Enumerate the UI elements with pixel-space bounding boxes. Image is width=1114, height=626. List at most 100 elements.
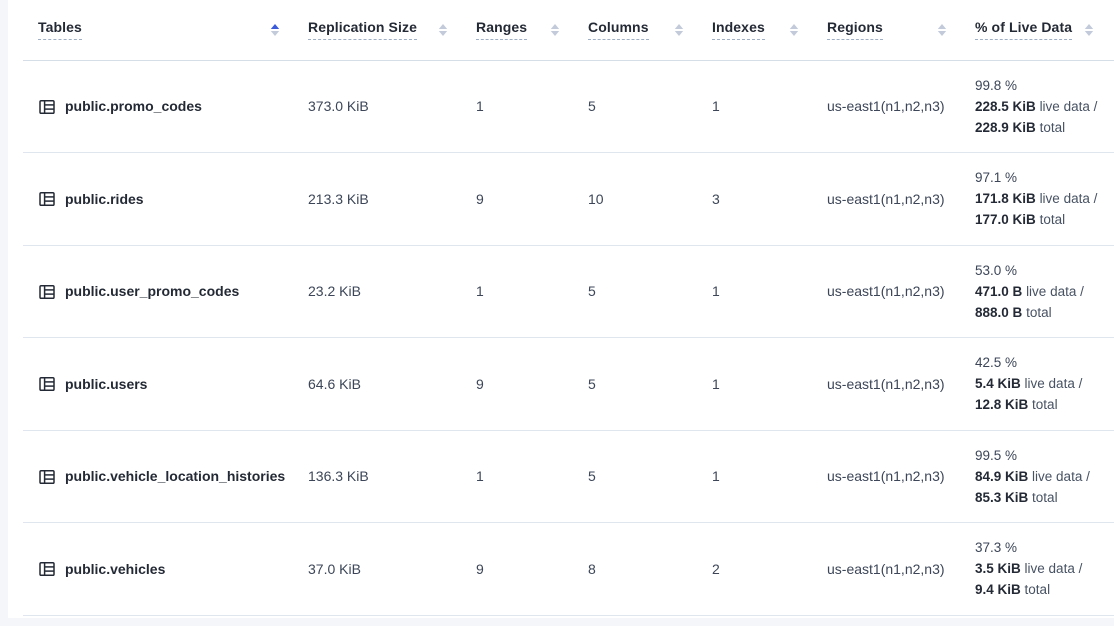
table-name-link[interactable]: public.user_promo_codes: [65, 283, 240, 300]
live-data-cell: 42.5 % 5.4 KiB live data / 12.8 KiB tota…: [967, 337, 1114, 431]
table-name-link[interactable]: public.vehicles: [65, 560, 166, 577]
ranges-cell: 1: [468, 430, 580, 523]
regions-cell: us-east1(n1,n2,n3): [819, 430, 967, 523]
column-header-label[interactable]: Columns: [588, 19, 649, 41]
column-header-columns[interactable]: Columns: [580, 0, 704, 61]
columns-cell: 10: [580, 152, 704, 246]
indexes-cell: 2: [704, 522, 819, 616]
columns-cell: 5: [580, 337, 704, 431]
live-data-cell: 53.0 % 471.0 B live data / 888.0 B total: [967, 245, 1114, 338]
table-name-link[interactable]: public.users: [65, 375, 148, 392]
live-size-line: 471.0 B live data /: [975, 283, 1084, 299]
live-percent: 37.3 %: [975, 540, 1018, 556]
indexes-cell: 1: [704, 430, 819, 523]
column-header-ranges[interactable]: Ranges: [468, 0, 580, 61]
total-size-line: 12.8 KiB total: [975, 397, 1058, 413]
column-header-label[interactable]: Regions: [827, 19, 883, 41]
column-header-label[interactable]: % of Live Data: [975, 19, 1073, 41]
live-data-cell: 99.8 % 228.5 KiB live data / 228.9 KiB t…: [967, 60, 1114, 153]
live-size-line: 84.9 KiB live data /: [975, 468, 1090, 484]
total-size-line: 177.0 KiB total: [975, 212, 1066, 228]
total-size-line: 9.4 KiB total: [975, 582, 1051, 598]
table-name-link[interactable]: public.rides: [65, 190, 144, 207]
columns-cell: 5: [580, 245, 704, 338]
ranges-cell: 9: [468, 152, 580, 246]
table-row[interactable]: public.user_promo_codes 23.2 KiB 1 5 1 u…: [23, 245, 1114, 338]
table-icon: [38, 560, 56, 578]
table-header-row: Tables Replication Size: [23, 0, 1114, 61]
table-name-cell: public.vehicles: [23, 522, 300, 616]
columns-cell: 8: [580, 522, 704, 616]
table-row[interactable]: public.users 64.6 KiB 9 5 1 us-east1(n1,…: [23, 337, 1114, 431]
live-size-line: 228.5 KiB live data /: [975, 98, 1098, 114]
sort-icon[interactable]: [937, 23, 947, 37]
indexes-cell: 1: [704, 245, 819, 338]
table-icon: [38, 283, 56, 301]
sort-icon[interactable]: [550, 23, 560, 37]
column-header-label[interactable]: Indexes: [712, 19, 765, 41]
ranges-cell: 9: [468, 522, 580, 616]
total-size-line: 888.0 B total: [975, 304, 1052, 320]
live-percent: 42.5 %: [975, 355, 1018, 371]
live-size-line: 171.8 KiB live data /: [975, 191, 1098, 207]
column-header-replication-size[interactable]: Replication Size: [300, 0, 468, 61]
column-header-label[interactable]: Tables: [38, 19, 82, 41]
column-header-live-data[interactable]: % of Live Data: [967, 0, 1114, 61]
tables-panel: Tables Replication Size: [8, 0, 1114, 618]
indexes-cell: 3: [704, 152, 819, 246]
column-header-label[interactable]: Ranges: [476, 19, 528, 41]
column-header-regions[interactable]: Regions: [819, 0, 967, 61]
indexes-cell: 1: [704, 337, 819, 431]
regions-cell: us-east1(n1,n2,n3): [819, 152, 967, 246]
table-name-cell: public.rides: [23, 152, 300, 246]
table-row[interactable]: public.vehicles 37.0 KiB 9 8 2 us-east1(…: [23, 522, 1114, 616]
replication-size-cell: 373.0 KiB: [300, 60, 468, 153]
column-header-tables[interactable]: Tables: [23, 0, 300, 61]
sort-icon[interactable]: [1084, 23, 1094, 37]
column-header-indexes[interactable]: Indexes: [704, 0, 819, 61]
sort-icon-ascending[interactable]: [270, 23, 280, 37]
sort-icon[interactable]: [789, 23, 799, 37]
indexes-cell: 1: [704, 60, 819, 153]
live-percent: 53.0 %: [975, 262, 1018, 278]
table-row[interactable]: public.rides 213.3 KiB 9 10 3 us-east1(n…: [23, 152, 1114, 246]
replication-size-cell: 37.0 KiB: [300, 522, 468, 616]
regions-cell: us-east1(n1,n2,n3): [819, 60, 967, 153]
table-icon: [38, 98, 56, 116]
table-name-link[interactable]: public.vehicle_location_histories: [65, 468, 286, 485]
table-row[interactable]: public.vehicle_location_histories 136.3 …: [23, 430, 1114, 523]
live-data-cell: 99.5 % 84.9 KiB live data / 85.3 KiB tot…: [967, 430, 1114, 523]
replication-size-cell: 64.6 KiB: [300, 337, 468, 431]
table-icon: [38, 468, 56, 486]
table-name-cell: public.promo_codes: [23, 60, 300, 153]
live-size-line: 5.4 KiB live data /: [975, 376, 1083, 392]
replication-size-cell: 213.3 KiB: [300, 152, 468, 246]
database-tables-table: Tables Replication Size: [23, 0, 1114, 616]
live-percent: 99.8 %: [975, 77, 1018, 93]
columns-cell: 5: [580, 60, 704, 153]
regions-cell: us-east1(n1,n2,n3): [819, 337, 967, 431]
table-name-cell: public.user_promo_codes: [23, 245, 300, 338]
table-icon: [38, 190, 56, 208]
ranges-cell: 1: [468, 245, 580, 338]
live-percent: 99.5 %: [975, 447, 1018, 463]
table-name-cell: public.users: [23, 337, 300, 431]
total-size-line: 228.9 KiB total: [975, 119, 1066, 135]
table-name-link[interactable]: public.promo_codes: [65, 98, 202, 115]
columns-cell: 5: [580, 430, 704, 523]
ranges-cell: 1: [468, 60, 580, 153]
live-data-cell: 97.1 % 171.8 KiB live data / 177.0 KiB t…: [967, 152, 1114, 246]
table-icon: [38, 375, 56, 393]
total-size-line: 85.3 KiB total: [975, 489, 1058, 505]
sort-icon[interactable]: [674, 23, 684, 37]
live-percent: 97.1 %: [975, 170, 1018, 186]
regions-cell: us-east1(n1,n2,n3): [819, 522, 967, 616]
regions-cell: us-east1(n1,n2,n3): [819, 245, 967, 338]
table-row[interactable]: public.promo_codes 373.0 KiB 1 5 1 us-ea…: [23, 60, 1114, 153]
column-header-label[interactable]: Replication Size: [308, 19, 417, 41]
replication-size-cell: 136.3 KiB: [300, 430, 468, 523]
sort-icon[interactable]: [438, 23, 448, 37]
replication-size-cell: 23.2 KiB: [300, 245, 468, 338]
live-data-cell: 37.3 % 3.5 KiB live data / 9.4 KiB total: [967, 522, 1114, 616]
live-size-line: 3.5 KiB live data /: [975, 561, 1083, 577]
